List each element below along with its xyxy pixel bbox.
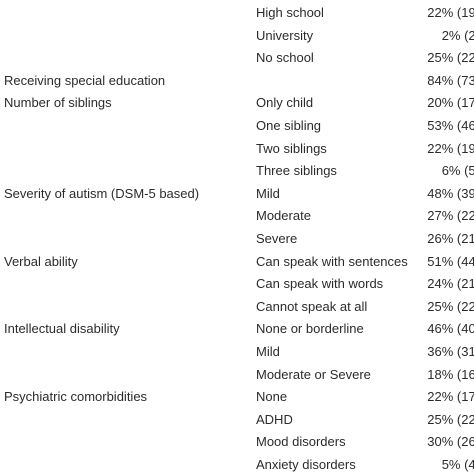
table-row: Anxiety disorders 5% (4) [0,454,474,476]
value-text: 36% (31) [427,344,474,359]
category-cell: Mild [256,344,280,359]
table-row: Mood disorders 30% (26) [0,431,474,453]
value-text: 18% (16) [427,366,474,382]
value-text: 84% (73) [427,72,474,88]
variable-cell: Severity of autism (DSM-5 based) [4,185,200,201]
value-cell: 36% (31) [340,341,474,363]
table-row: Moderate 27% (22) [0,205,474,227]
value-text: 26% (21) [427,231,474,246]
value-cell: 22% (19) [340,2,474,24]
table-row: Severe 26% (21) [0,228,474,250]
table-row: Mild 36% (31) [0,341,474,363]
value-text: 22% (19) [427,5,474,20]
value-cell: 26% (21) [340,228,474,250]
table-row: Moderate or Severe 18% (16) [0,364,474,386]
table-row: Cannot speak at all 25% (22) [0,296,474,318]
table-row: ADHD 25% (22) [0,409,474,431]
value-text: 25% (22) [427,50,474,66]
variable-cell: Psychiatric comorbidities [4,389,148,405]
value-text: 6% (5) [441,163,474,179]
table-row: Three siblings 6% (5) [0,160,474,182]
category-cell: Can speak with sentences [256,253,408,269]
table-row: Two siblings 22% (19) [0,138,474,160]
category-cell: None [256,389,288,405]
category-cell: Cannot speak at all [256,298,368,314]
value-cell: 48% (39) [340,183,474,205]
category-cell: Mood disorders [256,434,346,450]
value-cell: 53% (46) [340,115,474,137]
category-cell: Severe [256,231,298,246]
table-row: Psychiatric comorbidities None 22% (17) [0,386,474,408]
value-cell: 46% (40) [340,318,474,340]
value-cell: 25% (22) [340,409,474,431]
value-text: 48% (39) [427,185,474,201]
value-cell: 84% (73) [340,70,474,92]
table-row: Can speak with words 24% (21) [0,273,474,295]
category-cell: None or borderline [256,321,364,337]
table-row: Intellectual disability None or borderlin… [0,318,474,340]
value-text: 5% (4) [441,457,474,472]
value-text: 22% (17) [427,389,474,405]
value-cell: 22% (17) [340,386,474,408]
value-text: 53% (46) [427,118,474,133]
category-cell: ADHD [256,411,293,427]
value-cell: 27% (22) [340,205,474,227]
value-cell: 51% (44) [340,251,474,273]
table-row: University 2% (2) [0,25,474,47]
category-cell: One sibling [256,118,322,133]
value-cell: 25% (22) [340,47,474,69]
value-text: 46% (40) [427,321,474,337]
value-cell: 2% (2) [340,25,474,47]
variable-cell: Receiving special education [4,72,166,88]
category-cell: Two siblings [256,140,327,156]
variable-cell: Verbal ability [4,253,78,269]
value-cell: 22% (19) [340,138,474,160]
value-text: 27% (22) [427,208,474,224]
value-cell: 5% (4) [340,454,474,476]
category-cell: Moderate or Severe [256,366,371,382]
variable-cell: Intellectual disability [4,321,120,337]
value-text: 30% (26) [427,434,474,450]
value-text: 25% (22) [427,298,474,314]
category-cell: High school [256,5,324,20]
value-text: 22% (19) [427,140,474,156]
variable-cell: Number of siblings [4,95,112,111]
value-cell: 30% (26) [340,431,474,453]
value-cell: 25% (22) [340,296,474,318]
table-row: One sibling 53% (46) [0,115,474,137]
value-text: 51% (44) [427,253,474,269]
category-cell: No school [256,50,314,66]
category-cell: University [256,27,314,43]
value-text: 24% (21) [427,276,474,292]
table-row: No school 25% (22) [0,47,474,69]
category-cell: Three siblings [256,163,337,179]
table-row: Receiving special education 84% (73) [0,70,474,92]
value-cell: 18% (16) [340,364,474,386]
category-cell: Can speak with words [256,276,384,292]
value-text: 25% (22) [427,411,474,427]
value-text: 2% (2) [441,27,474,43]
value-cell: 6% (5) [340,160,474,182]
table-row: Verbal ability Can speak with sentences 51… [0,251,474,273]
category-cell: Anxiety disorders [256,457,356,472]
table-row: Severity of autism (DSM-5 based) Mild 48% … [0,183,474,205]
table-row: Number of siblings Only child 20% (17) [0,92,474,114]
value-text: 20% (17) [427,95,474,111]
value-cell: 24% (21) [340,273,474,295]
value-cell: 20% (17) [340,92,474,114]
category-cell: Moderate [256,208,311,224]
table-row: High school 22% (19) [0,2,474,24]
category-cell: Mild [256,185,280,201]
category-cell: Only child [256,95,314,111]
